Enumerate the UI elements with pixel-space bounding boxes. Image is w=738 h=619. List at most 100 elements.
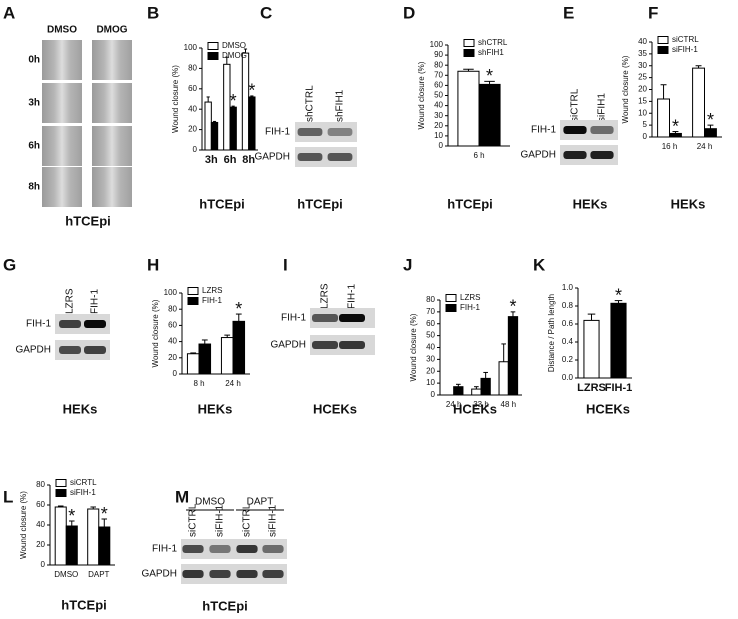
row-label: GAPDH: [254, 152, 290, 163]
lane-label: siCTRL: [188, 503, 199, 537]
lane-label: siCTRL: [242, 503, 253, 537]
blot-band: [590, 126, 614, 134]
blot-band: [563, 126, 587, 134]
error-bar: [57, 505, 64, 507]
error-bar: [587, 313, 596, 321]
blot-band: [84, 320, 106, 328]
y-tick-label: 0.2: [562, 355, 574, 364]
blot-band: [59, 320, 81, 328]
legend-swatch: [55, 479, 67, 487]
y-tick-label: 0: [439, 141, 444, 150]
error-bar: [672, 131, 679, 134]
legend-label: DMSO: [222, 41, 246, 50]
bar: [583, 319, 600, 379]
column-label: DMSO: [47, 25, 77, 36]
y-axis-label: Wound closure (%): [171, 65, 180, 133]
x-tick-label: LZRS: [577, 382, 606, 394]
error-bar: [510, 311, 516, 317]
blot-band: [262, 545, 284, 553]
blot-band: [297, 128, 323, 136]
blot-strip: [295, 147, 357, 167]
y-tick-label: 60: [426, 319, 435, 328]
y-tick-label: 25: [638, 73, 647, 82]
legend-label: siCTRL: [672, 35, 699, 44]
lane-label: siFIH1: [597, 93, 608, 122]
blot-band: [312, 341, 338, 349]
bar: [98, 526, 111, 566]
bar: [241, 52, 250, 151]
y-tick-label: 0.4: [562, 337, 574, 346]
y-axis-label: Wound closure (%): [19, 491, 28, 559]
error-bar: [206, 96, 210, 103]
blot-strip: [55, 340, 110, 360]
y-tick-label: 100: [164, 288, 178, 297]
significance-star: *: [672, 116, 679, 136]
y-tick-label: 80: [36, 480, 45, 489]
panel-letter: F: [648, 3, 658, 22]
error-bar: [69, 520, 75, 526]
bar: [210, 121, 219, 151]
blot-strip: [55, 314, 110, 334]
panel-letter: B: [147, 3, 159, 22]
micrograph: [92, 83, 132, 123]
y-tick-label: 10: [426, 378, 435, 387]
blot-band: [339, 341, 365, 349]
blot-band: [182, 570, 204, 578]
error-bar: [707, 124, 714, 129]
x-tick-label: 33 h: [473, 400, 489, 409]
error-bar: [614, 300, 623, 304]
blot-band: [312, 314, 338, 322]
error-bar: [463, 68, 474, 72]
row-label: FIH-1: [281, 313, 306, 324]
legend-label: LZRS: [202, 286, 222, 295]
legend-swatch: [657, 36, 669, 44]
blot-band: [209, 570, 231, 578]
legend-label: DMOG: [222, 51, 247, 60]
y-tick-label: 0.8: [562, 301, 574, 310]
legend-swatch: [463, 39, 475, 47]
blot-strip: [295, 122, 357, 142]
lane-label: shFIH1: [335, 89, 346, 122]
y-tick-label: 0: [431, 390, 436, 399]
y-tick-label: 90: [434, 50, 443, 59]
lane-label: siCTRL: [570, 88, 581, 122]
y-tick-label: 80: [188, 64, 197, 73]
legend-swatch: [207, 42, 219, 50]
lane-label: siFIH-1: [268, 504, 279, 537]
y-tick-label: 80: [426, 295, 435, 304]
panel-letter: L: [3, 487, 13, 506]
lane-label: FIH-1: [347, 284, 358, 309]
y-tick-label: 10: [434, 131, 443, 140]
blot-band: [182, 545, 204, 553]
significance-star: *: [248, 81, 255, 101]
error-bar: [250, 95, 254, 97]
micrograph: [42, 40, 82, 80]
legend-label: shCTRL: [478, 38, 508, 47]
blot-strip: [181, 539, 287, 559]
micrograph: [92, 40, 132, 80]
blot-band: [236, 545, 258, 553]
y-tick-label: 20: [434, 121, 443, 130]
y-tick-label: 20: [36, 540, 45, 549]
bar: [498, 361, 509, 396]
error-bar: [455, 383, 461, 387]
panel-letter: M: [175, 487, 189, 506]
panel-caption: hTCEpi: [202, 598, 248, 613]
significance-star: *: [615, 285, 622, 305]
lane-label: LZRS: [65, 288, 76, 314]
y-tick-label: 60: [188, 84, 197, 93]
error-bar: [90, 506, 96, 509]
y-tick-label: 40: [426, 343, 435, 352]
bar: [204, 101, 212, 151]
significance-star: *: [509, 297, 516, 317]
x-tick-label: DMSO: [54, 570, 78, 579]
bar: [186, 353, 200, 375]
row-label: 3h: [28, 98, 40, 109]
micrograph: [42, 83, 82, 123]
panel-caption: hTCEpi: [297, 196, 343, 211]
y-tick-label: 70: [426, 307, 435, 316]
bar: [478, 83, 501, 147]
significance-star: *: [68, 506, 75, 526]
x-tick-label: DAPT: [88, 570, 109, 579]
y-tick-label: 40: [434, 101, 443, 110]
